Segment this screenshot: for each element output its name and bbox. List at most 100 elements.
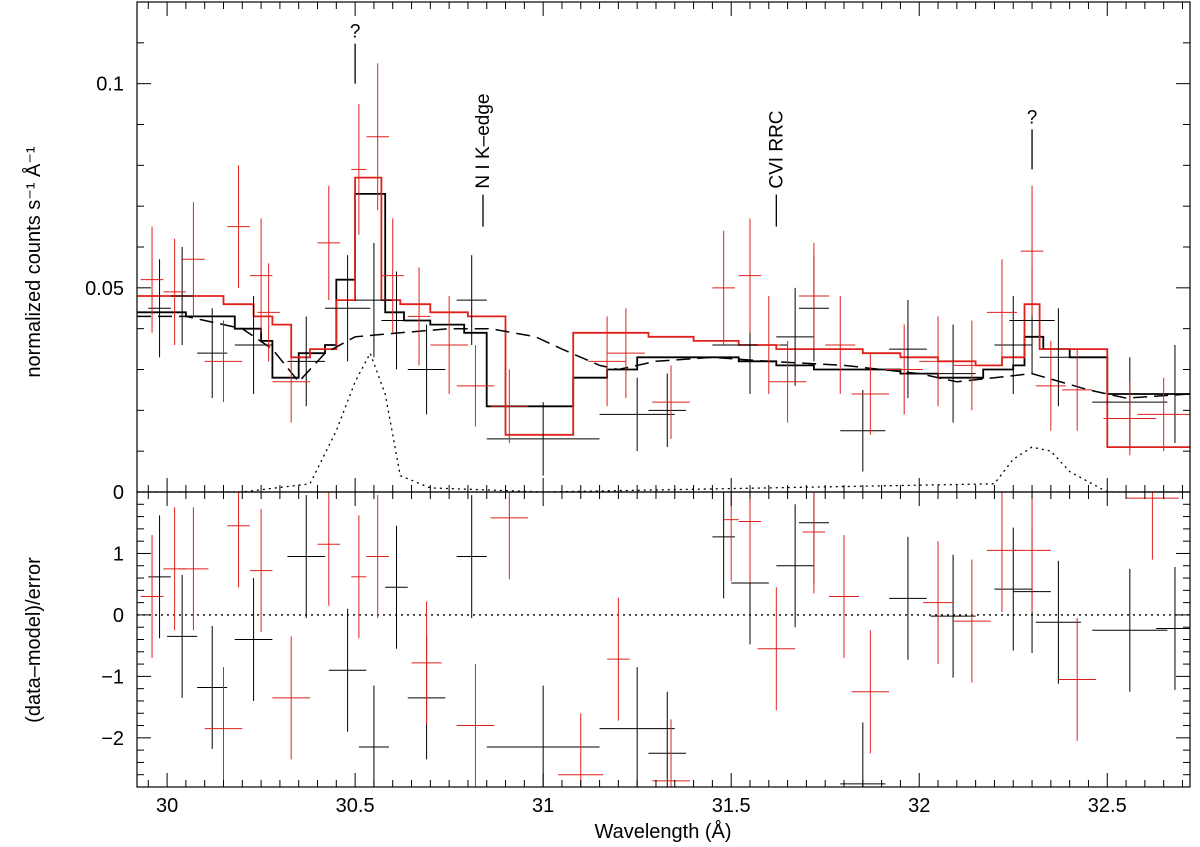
data-point — [325, 255, 371, 362]
residual-point — [227, 492, 250, 588]
residual-point — [1013, 492, 1051, 612]
data-point — [986, 259, 1018, 366]
x-tick-label: 30.5 — [336, 795, 375, 817]
residual-point — [723, 492, 739, 582]
residual-point — [140, 535, 164, 658]
data-point — [930, 324, 976, 423]
residual-point — [249, 509, 273, 633]
bottom-y-tick-label: −1 — [101, 666, 124, 688]
data-point — [182, 202, 205, 317]
data-point — [287, 316, 326, 407]
top-y-tick-label: 0.1 — [96, 74, 124, 96]
residual-point — [1092, 568, 1168, 692]
bottom-y-axis-label: (data–model)/error — [23, 557, 45, 723]
residual-point — [757, 587, 796, 711]
residual-point — [456, 495, 487, 618]
data-point — [1103, 381, 1157, 456]
data-point — [599, 377, 675, 452]
residual-point — [922, 541, 954, 665]
data-point — [1035, 340, 1066, 431]
bottom-axis-ticks: −2 −1 0 1 — [101, 491, 1190, 788]
data-point — [776, 287, 814, 386]
top-y-tick-label: 0 — [113, 482, 124, 504]
annotation-label: N I K–edge — [473, 94, 494, 189]
residual-point — [234, 578, 273, 701]
continuum-dashed-line — [137, 315, 1190, 399]
data-point — [1020, 185, 1044, 317]
residual-point — [986, 492, 1018, 612]
data-point — [381, 218, 405, 333]
x-tick-label: 31 — [532, 795, 554, 817]
residual-point — [178, 507, 209, 631]
data-point — [456, 255, 487, 345]
residual-point — [287, 495, 326, 618]
data-point — [757, 296, 781, 394]
data-point — [953, 320, 991, 411]
bottom-y-tick-label: 0 — [113, 605, 124, 627]
residual-point — [652, 719, 690, 787]
residual-point — [607, 597, 630, 721]
residual-point — [490, 492, 529, 580]
residual-point — [648, 691, 687, 787]
residual-point — [1126, 492, 1179, 560]
data-point — [140, 226, 164, 333]
residual-point — [889, 536, 927, 660]
data-point — [825, 296, 856, 394]
data-point — [840, 389, 886, 472]
residual-point — [930, 554, 976, 678]
residual-point — [1156, 566, 1190, 690]
residual-point — [317, 492, 341, 606]
residual-point — [953, 559, 991, 683]
data-point — [381, 271, 412, 370]
residual-point — [456, 664, 495, 787]
x-tick-label: 30 — [156, 795, 178, 817]
line-annotations: ? N I K–edge CVI RRC? — [350, 22, 1037, 227]
data-point — [738, 218, 762, 333]
data-point — [234, 296, 273, 394]
residual-point — [776, 504, 814, 628]
bottom-y-tick-label: 1 — [113, 543, 124, 565]
residual-point — [411, 601, 442, 725]
data-point — [648, 373, 687, 448]
data-point — [885, 324, 923, 415]
top-y-tick-label: 0.05 — [85, 278, 124, 300]
data-point — [768, 340, 807, 423]
data-point — [1156, 345, 1190, 443]
bottom-y-tick-label: −2 — [101, 728, 124, 750]
data-point — [366, 63, 389, 211]
residual-point — [328, 608, 367, 732]
data-point — [919, 316, 957, 407]
data-point — [1039, 308, 1078, 407]
x-tick-label: 32.5 — [1088, 795, 1127, 817]
residual-point — [1035, 560, 1081, 684]
data-point — [798, 242, 829, 350]
x-tick-label: 32 — [908, 795, 930, 817]
data-point — [712, 230, 735, 345]
x-tick-label: 31.5 — [712, 795, 751, 817]
data-point — [652, 365, 690, 439]
residual-point — [385, 525, 408, 649]
data-point — [317, 185, 341, 301]
data-point — [486, 402, 600, 476]
residual-point — [994, 527, 1033, 651]
data-point — [607, 308, 645, 399]
x-axis-label: Wavelength (Å) — [594, 820, 731, 843]
residual-point — [204, 667, 243, 787]
bottom-plot-area — [137, 492, 1190, 787]
residual-point — [828, 535, 860, 658]
x-axis-ticks: 30 30.5 31 31.5 32 32.5 — [147, 2, 1183, 817]
data-point — [272, 340, 310, 423]
top-plot-area — [137, 63, 1190, 492]
residual-point — [851, 630, 890, 754]
data-point — [197, 308, 228, 399]
residual-point — [366, 495, 389, 618]
data-point — [889, 300, 927, 399]
data-point — [407, 267, 431, 366]
data-point — [1137, 377, 1190, 452]
data-point — [204, 320, 243, 403]
residual-point — [558, 713, 604, 787]
data-point — [351, 104, 367, 235]
data-point — [355, 242, 393, 358]
data-point — [588, 316, 626, 407]
